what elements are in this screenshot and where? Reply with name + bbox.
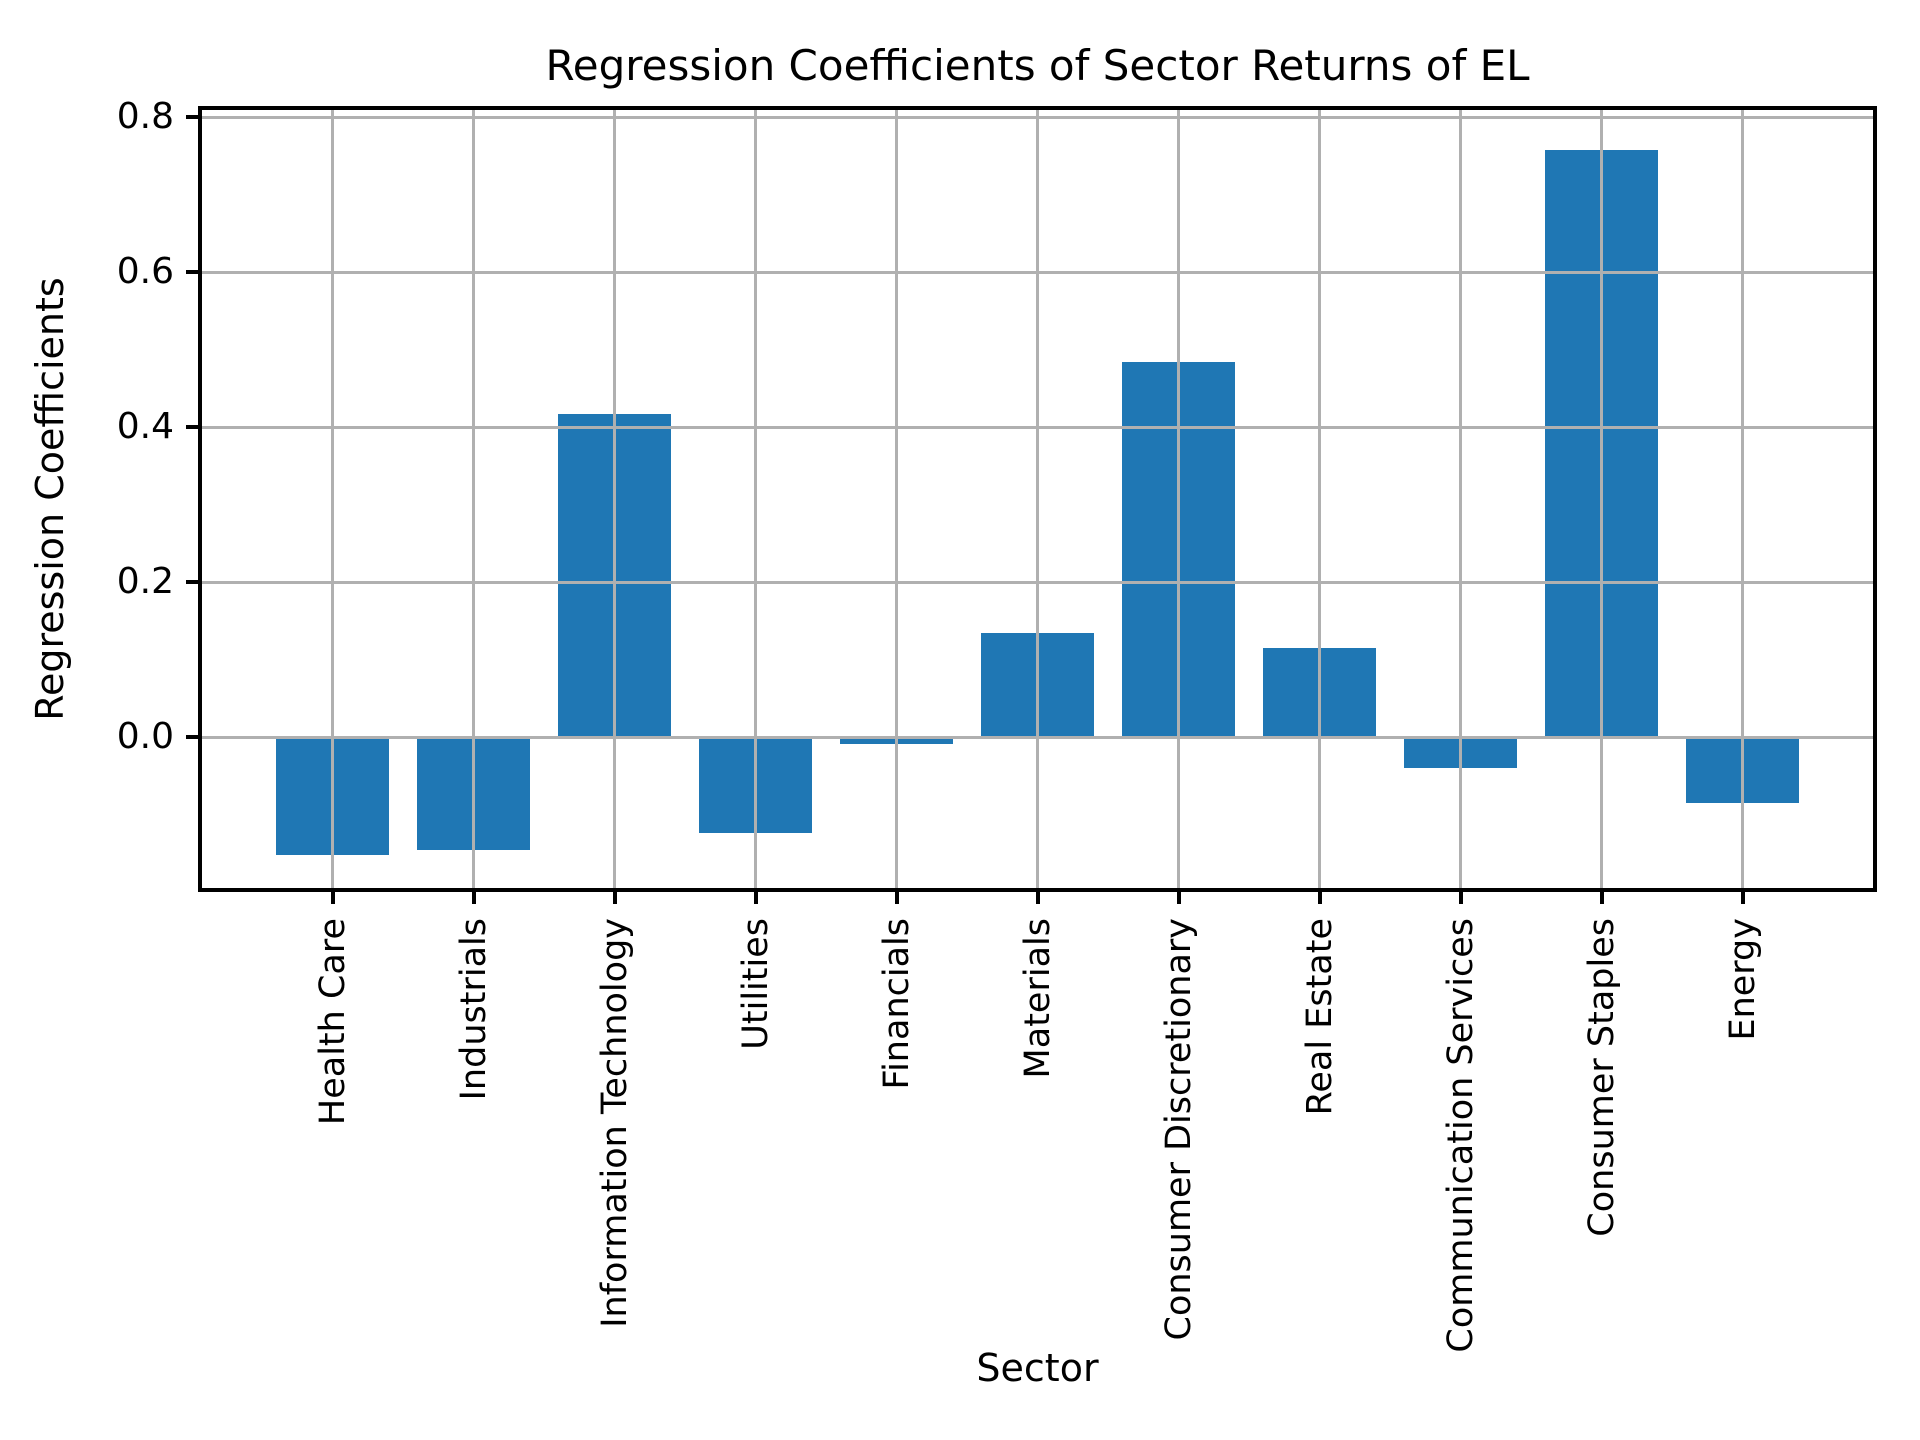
x-tick-label-financials: Financials [876, 918, 917, 1090]
x-tick-label-information-technology: Information Technology [594, 918, 635, 1328]
y-tick-label: 0.2 [116, 561, 174, 603]
x-tick-mark [1035, 890, 1040, 904]
gridline-v-energy [1741, 108, 1744, 890]
x-tick-mark [471, 890, 476, 904]
chart-title: Regression Coefficients of Sector Return… [545, 41, 1530, 90]
gridline-v-real-estate [1318, 108, 1321, 890]
x-axis-label: Sector [976, 1346, 1099, 1390]
x-tick-label-health-care: Health Care [312, 918, 353, 1126]
x-tick-label-consumer-staples: Consumer Staples [1581, 918, 1622, 1237]
x-tick-mark [1317, 890, 1322, 904]
x-tick-mark [894, 890, 899, 904]
y-tick-label: 0.6 [116, 251, 174, 293]
x-tick-label-industrials: Industrials [453, 918, 494, 1101]
gridline-v-consumer-discretionary [1177, 108, 1180, 890]
gridline-v-health-care [331, 108, 334, 890]
x-tick-label-communication-services: Communication Services [1440, 918, 1481, 1353]
y-tick-label: 0.4 [116, 406, 174, 448]
x-tick-label-materials: Materials [1017, 918, 1058, 1079]
x-tick-mark [753, 890, 758, 904]
x-tick-mark [1176, 890, 1181, 904]
x-tick-label-real-estate: Real Estate [1299, 918, 1340, 1116]
x-tick-mark [1599, 890, 1604, 904]
x-tick-mark [330, 890, 335, 904]
gridline-v-industrials [472, 108, 475, 890]
gridline-v-financials [895, 108, 898, 890]
x-tick-mark [1740, 890, 1745, 904]
gridline-v-communication-services [1459, 108, 1462, 890]
x-tick-mark [1458, 890, 1463, 904]
y-tick-mark [186, 580, 200, 585]
gridline-v-utilities [754, 108, 757, 890]
y-tick-label: 0.8 [116, 96, 174, 138]
y-tick-mark [186, 735, 200, 740]
x-tick-label-energy: Energy [1722, 918, 1763, 1041]
gridline-v-information-technology [613, 108, 616, 890]
y-tick-mark [186, 270, 200, 275]
y-tick-label: 0.0 [116, 716, 174, 758]
x-tick-label-utilities: Utilities [735, 918, 776, 1050]
gridline-v-consumer-staples [1600, 108, 1603, 890]
gridline-v-materials [1036, 108, 1039, 890]
y-tick-mark [186, 425, 200, 430]
x-tick-mark [612, 890, 617, 904]
x-tick-label-consumer-discretionary: Consumer Discretionary [1158, 918, 1199, 1341]
y-tick-mark [186, 115, 200, 120]
